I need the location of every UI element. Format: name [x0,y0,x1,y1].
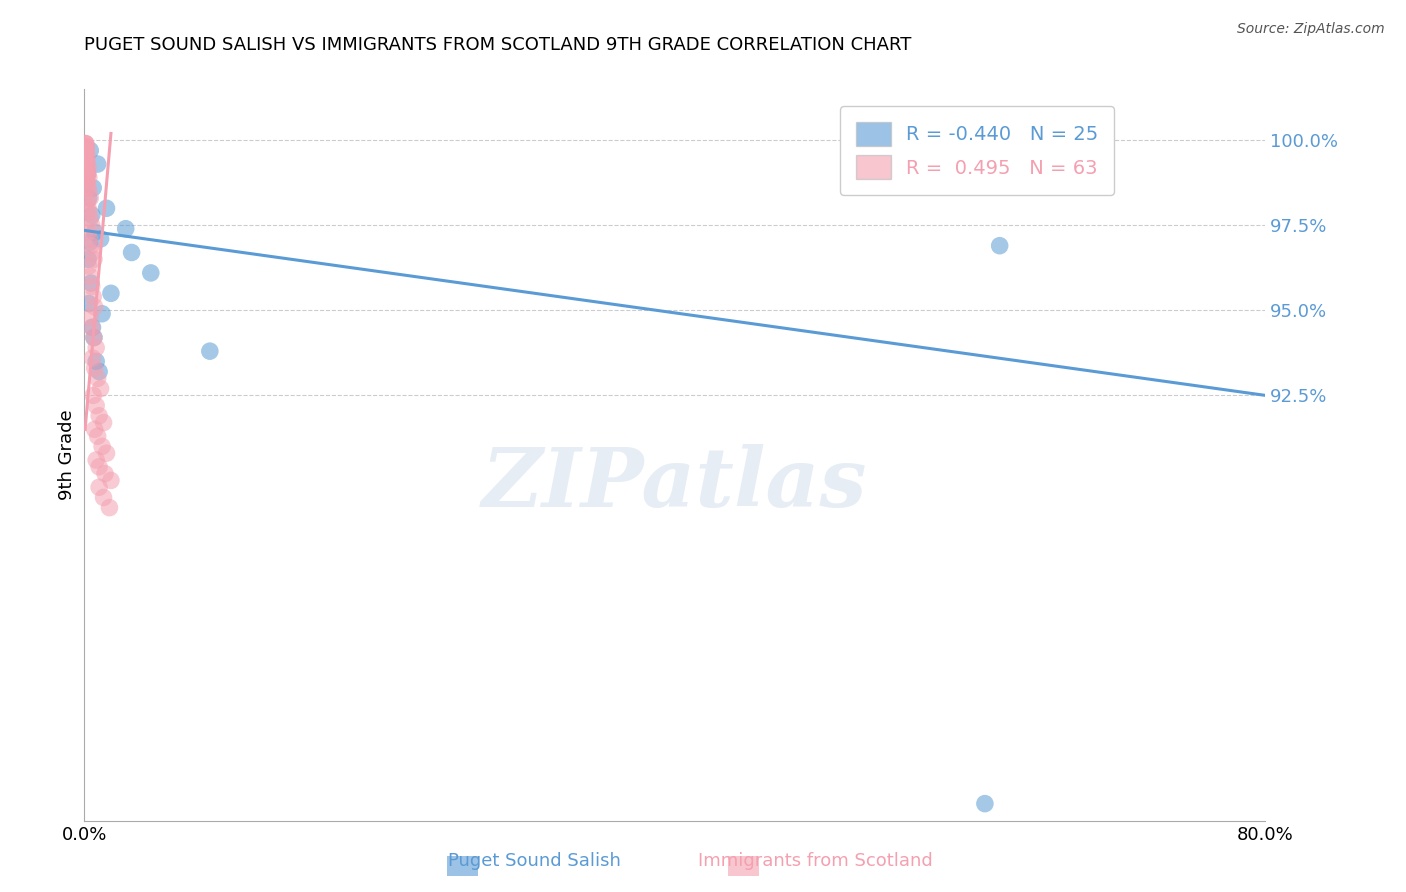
Point [75,153,97,168]
Legend: R = -0.440   N = 25, R =  0.495   N = 63: R = -0.440 N = 25, R = 0.495 N = 63 [839,106,1114,194]
Point [84,354,107,368]
Point [77,167,100,181]
Point [93,491,115,505]
Point [77,170,100,185]
Point [76,178,98,192]
Text: Puget Sound Salish: Puget Sound Salish [449,852,620,870]
Point [77,184,100,198]
Y-axis label: 9th Grade: 9th Grade [58,409,76,500]
Point [82,245,104,260]
Point [94,467,117,481]
Point [77,296,100,310]
Point [974,797,997,811]
Point [84,453,107,467]
Point [75,153,97,168]
Point [80,279,103,293]
Point [86,429,108,443]
Point [76,167,98,181]
Text: PUGET SOUND SALISH VS IMMIGRANTS FROM SCOTLAND 9TH GRADE CORRELATION CHART: PUGET SOUND SALISH VS IMMIGRANTS FROM SC… [84,36,911,54]
Text: Immigrants from Scotland: Immigrants from Scotland [699,852,932,870]
Point [77,204,100,219]
Point [96,446,118,460]
Point [75,144,97,158]
Point [75,164,97,178]
Point [84,399,107,413]
Point [87,409,111,423]
Point [77,161,100,175]
Point [79,191,101,205]
Point [114,221,136,235]
Point [75,136,97,151]
Point [83,330,105,344]
Point [76,164,98,178]
Point [75,146,97,161]
Point [87,459,111,474]
Point [82,351,104,365]
Point [80,208,103,222]
Point [75,144,97,158]
Point [198,344,221,359]
Point [93,416,115,430]
Point [76,150,98,164]
Point [121,245,143,260]
Point [90,232,112,246]
Text: Source: ZipAtlas.com: Source: ZipAtlas.com [1237,22,1385,37]
Point [77,259,100,273]
Point [86,157,108,171]
Point [77,252,100,267]
Point [80,238,103,252]
Point [84,341,107,355]
Point [83,300,105,314]
Point [988,238,1011,252]
Point [76,194,98,209]
Point [79,310,101,325]
Point [75,136,97,151]
Point [75,136,97,151]
Point [77,181,100,195]
Point [83,422,105,436]
Point [77,191,100,205]
Point [83,252,105,267]
Point [82,181,104,195]
Point [98,500,121,515]
Point [87,480,111,494]
Point [91,439,114,453]
Point [76,146,98,161]
Point [100,474,122,488]
Point [90,382,112,396]
Point [139,266,162,280]
Point [91,307,114,321]
Text: ZIPatlas: ZIPatlas [482,444,868,524]
Point [79,211,101,226]
Point [75,140,97,154]
Point [82,290,104,304]
Point [80,219,103,233]
Point [82,388,104,402]
Point [96,201,118,215]
Point [80,276,103,290]
Point [77,201,100,215]
Point [82,320,104,334]
Point [87,365,111,379]
Point [79,269,101,284]
Point [83,225,105,239]
Point [100,286,122,301]
Point [86,371,108,385]
Point [79,232,101,246]
Point [76,157,98,171]
Point [76,157,98,171]
Point [77,225,100,239]
Point [83,330,105,344]
Point [76,167,98,181]
Point [76,140,98,154]
Point [80,320,103,334]
Point [79,235,101,250]
Point [79,144,101,158]
Point [76,174,98,188]
Point [83,361,105,376]
